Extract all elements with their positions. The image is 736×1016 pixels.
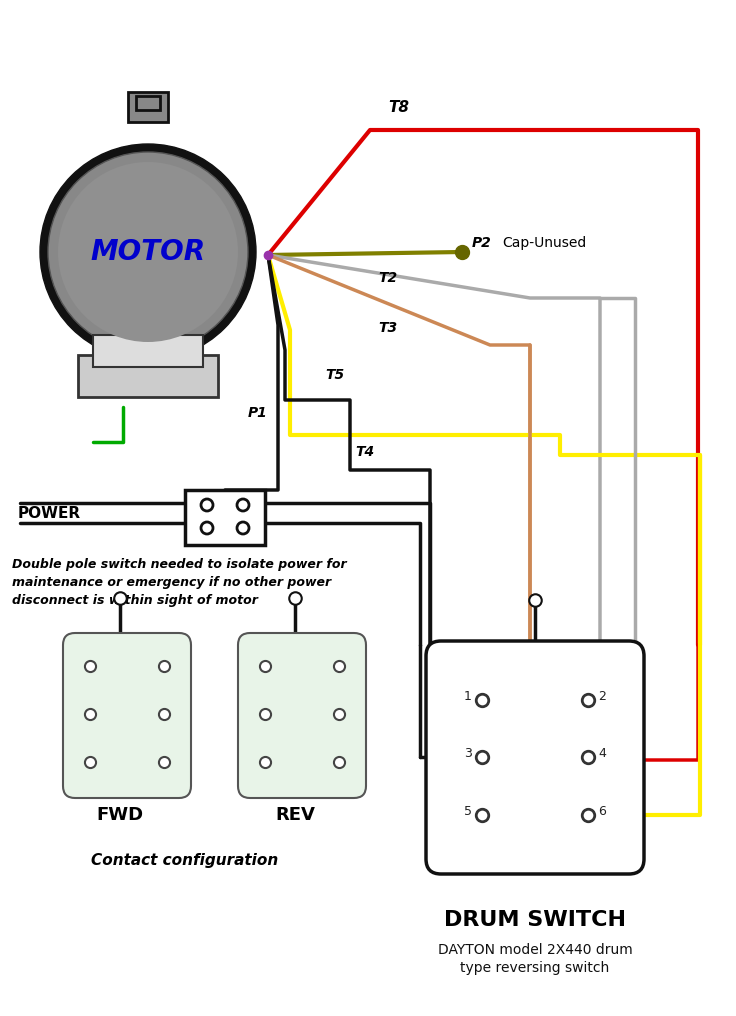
Text: 6: 6 xyxy=(598,805,606,818)
Text: T2: T2 xyxy=(378,271,397,285)
Text: 2: 2 xyxy=(173,663,180,673)
Text: DRUM SWITCH: DRUM SWITCH xyxy=(444,910,626,930)
Text: maintenance or emergency if no other power: maintenance or emergency if no other pow… xyxy=(12,576,331,589)
Circle shape xyxy=(40,144,256,360)
Text: POWER: POWER xyxy=(18,506,81,520)
Text: 3: 3 xyxy=(464,747,472,760)
Text: 4: 4 xyxy=(598,747,606,760)
Text: 1: 1 xyxy=(74,663,81,673)
Circle shape xyxy=(201,522,213,534)
Text: 2: 2 xyxy=(598,690,606,703)
Circle shape xyxy=(48,152,248,352)
Text: 5: 5 xyxy=(464,805,472,818)
Text: 1: 1 xyxy=(464,690,472,703)
Text: P2: P2 xyxy=(472,236,492,250)
Text: T4: T4 xyxy=(355,445,374,459)
Text: P1: P1 xyxy=(248,406,268,420)
Text: Cap-Unused: Cap-Unused xyxy=(502,236,587,250)
Circle shape xyxy=(58,162,238,342)
Text: Contact configuration: Contact configuration xyxy=(91,852,279,868)
Text: disconnect is within sight of motor: disconnect is within sight of motor xyxy=(12,594,258,607)
Text: 4: 4 xyxy=(168,711,175,721)
Text: T5: T5 xyxy=(325,368,344,382)
Text: FWD: FWD xyxy=(96,806,144,824)
FancyBboxPatch shape xyxy=(63,633,191,798)
Bar xyxy=(78,355,218,397)
Circle shape xyxy=(237,522,249,534)
Text: DAYTON model 2X440 drum: DAYTON model 2X440 drum xyxy=(438,943,632,957)
Text: Double pole switch needed to isolate power for: Double pole switch needed to isolate pow… xyxy=(12,558,347,571)
FancyBboxPatch shape xyxy=(238,633,366,798)
Text: 3: 3 xyxy=(74,709,81,719)
Text: 5: 5 xyxy=(74,755,81,765)
Text: type reversing switch: type reversing switch xyxy=(461,961,609,975)
Text: T8: T8 xyxy=(388,101,409,116)
Circle shape xyxy=(237,499,249,511)
Text: MOTOR: MOTOR xyxy=(91,238,205,266)
FancyBboxPatch shape xyxy=(426,641,644,874)
Circle shape xyxy=(201,499,213,511)
Bar xyxy=(136,96,160,110)
Text: T3: T3 xyxy=(378,321,397,335)
Bar xyxy=(128,92,168,122)
Bar xyxy=(185,490,265,545)
Text: REV: REV xyxy=(275,806,315,824)
Bar xyxy=(93,335,203,367)
Text: 6: 6 xyxy=(173,755,180,765)
